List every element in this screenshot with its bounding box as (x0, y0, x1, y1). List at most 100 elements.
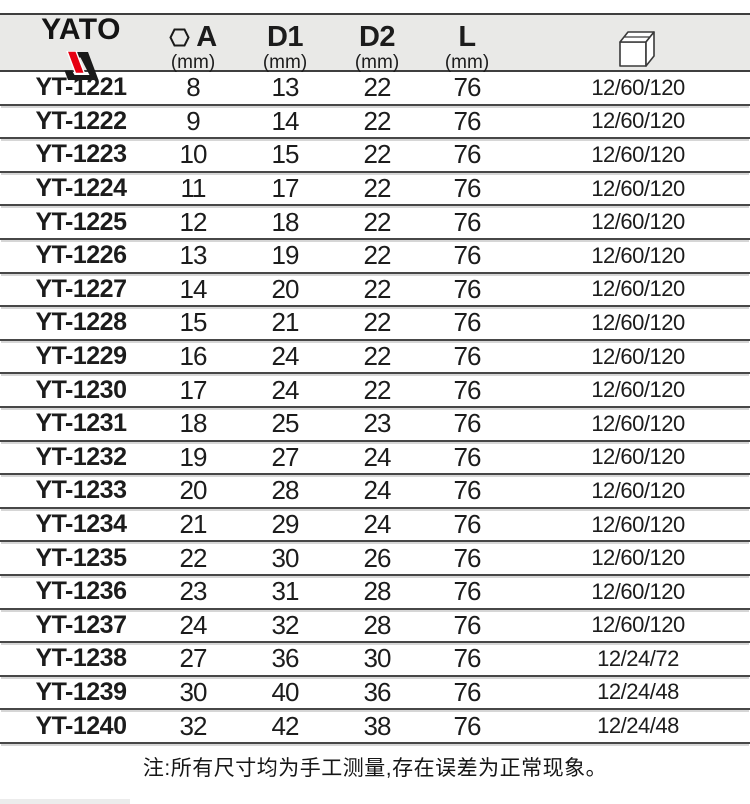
next-section-edge (0, 799, 130, 804)
cell-l-mm: 76 (453, 542, 482, 573)
cell-packaging: 12/60/120 (591, 343, 685, 369)
table-row: YT-1235 22 30 26 76 12/60/120 (0, 542, 750, 576)
cell-product-code: YT-1223 (35, 140, 127, 169)
cell-d2-mm: 22 (363, 273, 392, 304)
cell-d2-mm: 22 (363, 240, 392, 271)
table-body: YT-1221 8 13 22 76 12/60/120 YT-1222 9 1… (0, 72, 750, 744)
cell-product-code: YT-1228 (35, 308, 127, 337)
cell-l-mm: 76 (453, 341, 482, 372)
cell-l-mm: 76 (453, 72, 482, 103)
cell-packaging: 12/60/120 (591, 612, 685, 638)
cell-packaging: 12/60/120 (591, 545, 685, 571)
header-cell-d1: D1 (mm) (224, 20, 346, 73)
table-row: YT-1237 24 32 28 76 12/60/120 (0, 610, 750, 644)
table-row: YT-1238 27 36 30 76 12/24/72 (0, 643, 750, 677)
cell-d1-mm: 40 (271, 676, 300, 707)
yato-logo-text: YATO (41, 13, 121, 46)
table-row: YT-1221 8 13 22 76 12/60/120 (0, 72, 750, 106)
table-row: YT-1232 19 27 24 76 12/60/120 (0, 442, 750, 476)
cell-a-mm: 10 (179, 139, 208, 170)
cell-l-mm: 76 (453, 273, 482, 304)
cell-d1-mm: 25 (271, 408, 300, 439)
cell-a-mm: 32 (179, 710, 208, 741)
cell-a-mm: 21 (179, 509, 208, 540)
col-a-unit: (mm) (170, 52, 216, 74)
cell-a-mm: 9 (186, 105, 200, 136)
cell-d2-mm: 36 (363, 676, 392, 707)
cell-product-code: YT-1239 (35, 677, 127, 706)
cell-a-mm: 16 (179, 341, 208, 372)
cell-l-mm: 76 (453, 609, 482, 640)
cell-packaging: 12/60/120 (591, 108, 685, 134)
cell-product-code: YT-1229 (35, 342, 127, 371)
cell-a-mm: 15 (179, 307, 208, 338)
header-cell-d2: D2 (mm) (346, 22, 408, 74)
cell-packaging: 12/24/72 (597, 645, 679, 671)
cell-product-code: YT-1235 (35, 543, 127, 572)
header-cell-brand: YATO (0, 13, 162, 81)
cell-d1-mm: 15 (271, 139, 300, 170)
cell-a-mm: 14 (179, 273, 208, 304)
table-header: YATO A (mm) (0, 13, 750, 80)
cell-a-mm: 24 (179, 609, 208, 640)
cell-l-mm: 76 (453, 710, 482, 741)
cell-product-code: YT-1231 (35, 409, 127, 438)
cell-a-mm: 11 (180, 173, 207, 204)
col-d2-unit: (mm) (354, 52, 400, 74)
table-row: YT-1224 11 17 22 76 12/60/120 (0, 173, 750, 207)
cell-a-mm: 22 (179, 542, 208, 573)
cell-d1-mm: 36 (271, 643, 300, 674)
cell-d2-mm: 23 (363, 408, 392, 439)
col-d1-label: D1 (266, 20, 304, 53)
cell-a-mm: 20 (179, 475, 208, 506)
cell-l-mm: 76 (453, 307, 482, 338)
cell-packaging: 12/60/120 (591, 578, 685, 604)
table-row: YT-1234 21 29 24 76 12/60/120 (0, 509, 750, 543)
cell-d2-mm: 24 (363, 475, 392, 506)
cell-packaging: 12/24/48 (597, 713, 679, 739)
header-cell-a: A (mm) (162, 22, 224, 74)
cell-l-mm: 76 (453, 105, 482, 136)
hexagon-icon (169, 28, 190, 47)
cell-a-mm: 12 (179, 206, 208, 237)
cell-product-code: YT-1227 (35, 274, 127, 303)
cell-d1-mm: 24 (271, 341, 300, 372)
cell-packaging: 12/60/120 (591, 511, 685, 537)
cell-d2-mm: 24 (363, 441, 392, 472)
cell-d1-mm: 17 (271, 173, 300, 204)
cell-d1-mm: 29 (271, 509, 300, 540)
cell-l-mm: 76 (453, 139, 482, 170)
cell-d2-mm: 28 (363, 576, 392, 607)
cell-packaging: 12/60/120 (591, 175, 685, 201)
cell-packaging: 12/60/120 (591, 410, 685, 436)
cell-d1-mm: 21 (271, 307, 300, 338)
cell-d2-mm: 22 (363, 139, 392, 170)
cell-d2-mm: 30 (363, 643, 392, 674)
col-l-label: L (458, 20, 476, 53)
cell-product-code: YT-1240 (35, 711, 127, 740)
cell-product-code: YT-1224 (35, 174, 127, 203)
cell-d1-mm: 28 (271, 475, 300, 506)
cell-product-code: YT-1225 (35, 207, 127, 236)
cell-d2-mm: 24 (363, 509, 392, 540)
cell-l-mm: 76 (453, 441, 482, 472)
cell-l-mm: 76 (453, 240, 482, 271)
cell-product-code: YT-1232 (35, 442, 127, 471)
cell-product-code: YT-1222 (35, 106, 127, 135)
header-cell-pack (526, 28, 750, 68)
cell-l-mm: 76 (453, 173, 482, 204)
spec-table: YATO A (mm) (0, 13, 750, 744)
cell-product-code: YT-1238 (35, 644, 127, 673)
cell-a-mm: 23 (179, 576, 208, 607)
cell-d2-mm: 22 (363, 307, 392, 338)
cell-a-mm: 30 (179, 676, 208, 707)
cell-l-mm: 76 (453, 206, 482, 237)
cell-packaging: 12/60/120 (591, 477, 685, 503)
cell-a-mm: 17 (179, 374, 208, 405)
cell-l-mm: 76 (453, 576, 482, 607)
cell-d1-mm: 19 (271, 240, 300, 271)
cell-packaging: 12/60/120 (591, 74, 685, 100)
cell-d1-mm: 42 (271, 710, 300, 741)
cell-d2-mm: 22 (363, 341, 392, 372)
